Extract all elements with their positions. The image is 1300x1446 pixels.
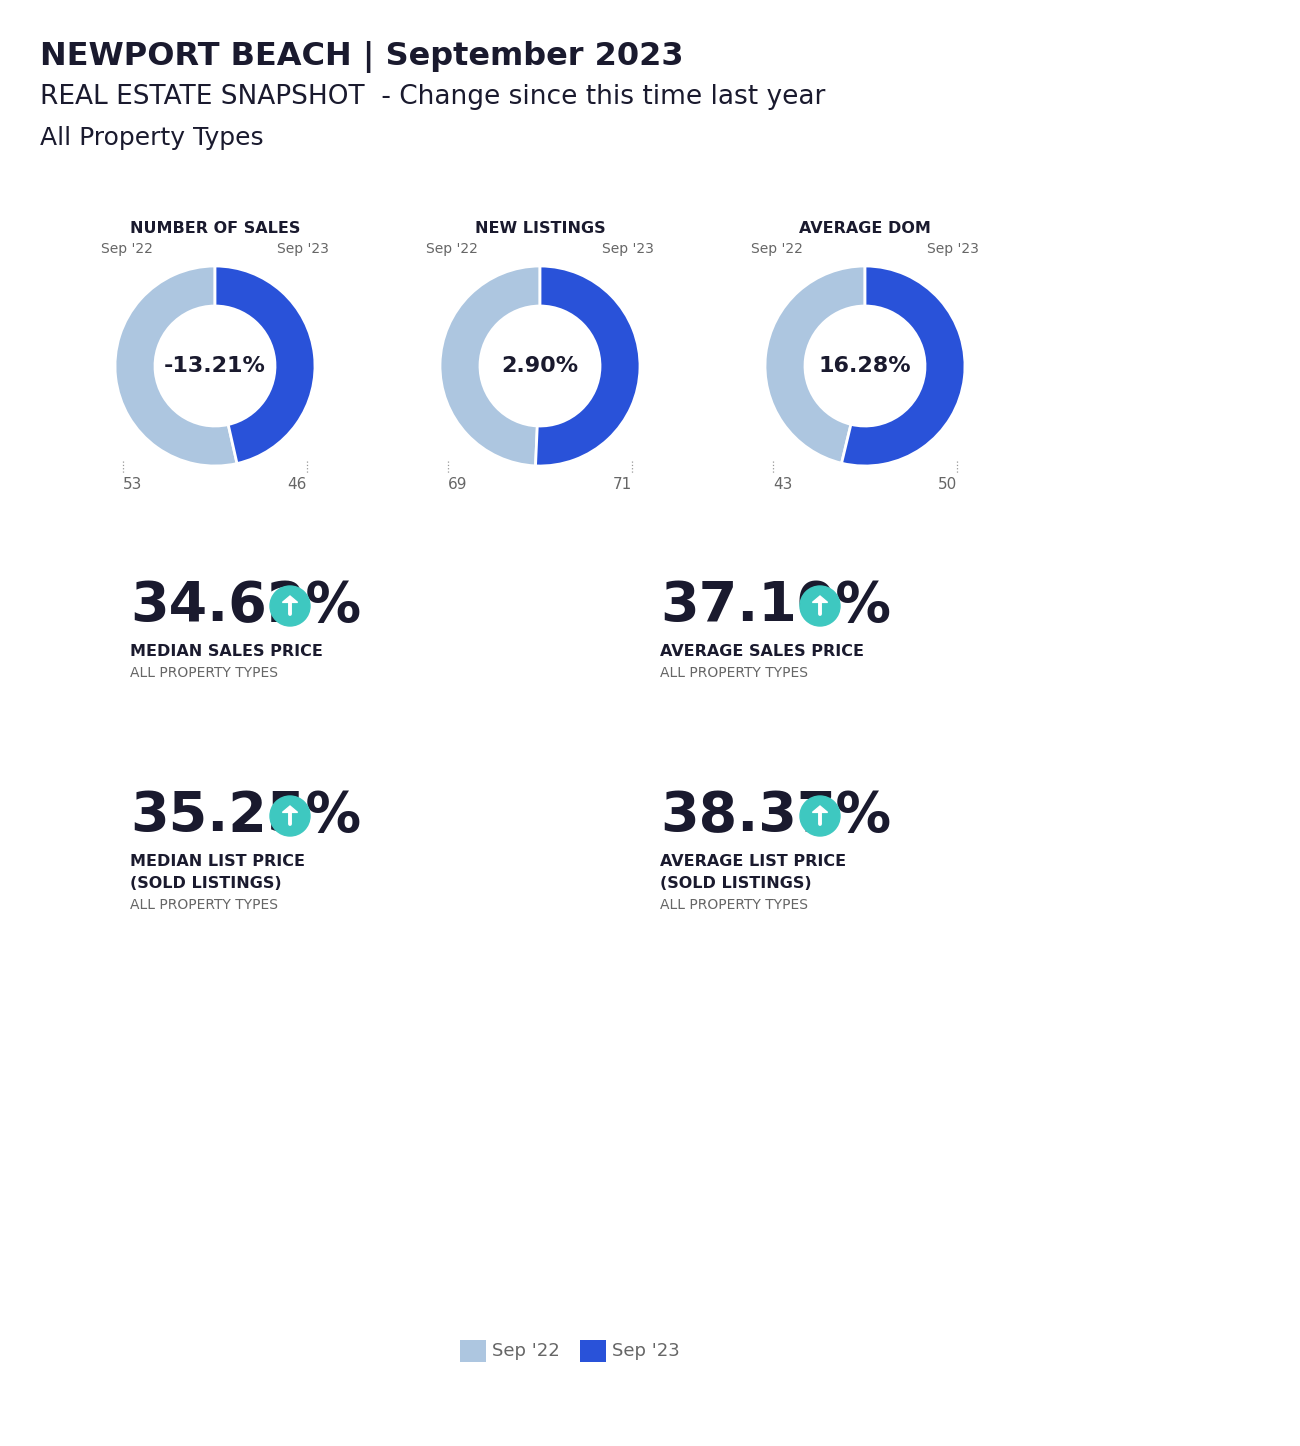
Circle shape: [800, 586, 840, 626]
Text: (SOLD LISTINGS): (SOLD LISTINGS): [130, 876, 282, 891]
Text: 43: 43: [774, 477, 793, 492]
Text: ALL PROPERTY TYPES: ALL PROPERTY TYPES: [130, 898, 278, 912]
Polygon shape: [282, 805, 298, 813]
Text: -13.21%: -13.21%: [164, 356, 266, 376]
Text: AVERAGE LIST PRICE: AVERAGE LIST PRICE: [660, 855, 846, 869]
Text: MEDIAN LIST PRICE: MEDIAN LIST PRICE: [130, 855, 306, 869]
Text: 71: 71: [612, 477, 632, 492]
Wedge shape: [439, 266, 540, 466]
Text: AVERAGE DOM: AVERAGE DOM: [800, 221, 931, 236]
Text: 46: 46: [287, 477, 307, 492]
Polygon shape: [282, 596, 298, 603]
Text: Sep '23: Sep '23: [277, 241, 329, 256]
Text: 50: 50: [937, 477, 957, 492]
Text: Sep '23: Sep '23: [612, 1342, 680, 1361]
Text: ALL PROPERTY TYPES: ALL PROPERTY TYPES: [660, 898, 809, 912]
Wedge shape: [841, 266, 965, 466]
Polygon shape: [812, 805, 828, 813]
Text: (SOLD LISTINGS): (SOLD LISTINGS): [660, 876, 811, 891]
Text: Sep '22: Sep '22: [751, 241, 803, 256]
Text: MEDIAN SALES PRICE: MEDIAN SALES PRICE: [130, 643, 322, 659]
Bar: [580, 1340, 606, 1362]
Polygon shape: [812, 596, 828, 603]
Text: 37.10%: 37.10%: [660, 578, 890, 633]
Text: NEWPORT BEACH | September 2023: NEWPORT BEACH | September 2023: [40, 40, 684, 72]
Text: NUMBER OF SALES: NUMBER OF SALES: [130, 221, 300, 236]
Wedge shape: [764, 266, 865, 463]
Wedge shape: [214, 266, 315, 464]
Text: 16.28%: 16.28%: [819, 356, 911, 376]
Wedge shape: [536, 266, 640, 466]
Bar: [460, 1340, 486, 1362]
Text: 2.90%: 2.90%: [502, 356, 578, 376]
Text: NEW LISTINGS: NEW LISTINGS: [474, 221, 606, 236]
Text: Sep '23: Sep '23: [602, 241, 654, 256]
Text: 34.62%: 34.62%: [130, 578, 361, 633]
Text: Sep '22: Sep '22: [426, 241, 478, 256]
Text: 69: 69: [448, 477, 468, 492]
Text: Sep '22: Sep '22: [101, 241, 153, 256]
Text: ALL PROPERTY TYPES: ALL PROPERTY TYPES: [660, 667, 809, 680]
Text: AVERAGE SALES PRICE: AVERAGE SALES PRICE: [660, 643, 864, 659]
Text: Sep '23: Sep '23: [927, 241, 979, 256]
Text: All Property Types: All Property Types: [40, 126, 264, 150]
Circle shape: [270, 795, 309, 836]
Circle shape: [800, 795, 840, 836]
Text: 38.37%: 38.37%: [660, 790, 890, 843]
Wedge shape: [114, 266, 237, 466]
Text: 53: 53: [124, 477, 143, 492]
Circle shape: [270, 586, 309, 626]
Text: ALL PROPERTY TYPES: ALL PROPERTY TYPES: [130, 667, 278, 680]
Text: Sep '22: Sep '22: [491, 1342, 560, 1361]
Text: 35.25%: 35.25%: [130, 790, 361, 843]
Text: REAL ESTATE SNAPSHOT  - Change since this time last year: REAL ESTATE SNAPSHOT - Change since this…: [40, 84, 825, 110]
